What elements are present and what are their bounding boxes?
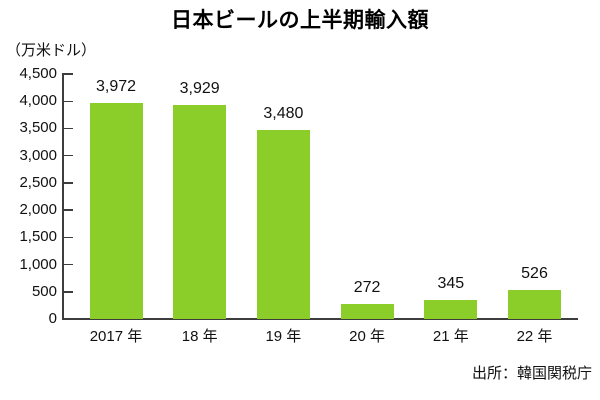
y-axis-tick	[63, 127, 73, 130]
bar	[340, 304, 394, 319]
y-axis-tick	[63, 291, 73, 293]
bar-value-label: 345	[437, 275, 465, 293]
y-axis-tick	[63, 263, 73, 266]
bar	[424, 300, 478, 319]
y-tick-label: 4,000	[19, 92, 57, 110]
y-axis-tick	[63, 154, 73, 157]
bar-value-label: 3,480	[263, 104, 304, 122]
chart-title: 日本ビールの上半期輸入額	[171, 9, 429, 32]
bar	[89, 102, 143, 319]
bar	[173, 105, 227, 319]
y-axis-tick	[63, 73, 73, 75]
y-axis-tick	[63, 209, 73, 211]
x-tick-label: 21 年	[432, 328, 469, 345]
x-axis-line	[62, 318, 578, 320]
y-tick-label: 2,000	[19, 201, 57, 219]
y-tick-label: 3,500	[19, 119, 57, 137]
bar-value-label: 3,929	[179, 80, 220, 98]
y-tick-label: 1,500	[19, 228, 57, 246]
x-tick-label: 18 年	[181, 328, 218, 345]
y-tick-label: 1,000	[19, 255, 57, 273]
x-tick-label: 19 年	[265, 328, 302, 345]
x-tick-label: 22 年	[516, 328, 553, 345]
y-tick-label: 2,500	[19, 173, 57, 191]
bar-value-label: 526	[521, 265, 548, 283]
y-axis-tick	[63, 182, 73, 184]
x-tick-label: 2017 年	[89, 328, 143, 345]
y-axis-tick	[63, 100, 73, 102]
x-tick-label: 20 年	[349, 328, 386, 345]
y-tick-label: 3,000	[19, 146, 57, 164]
bar	[256, 129, 310, 319]
y-tick-label: 0	[48, 310, 57, 327]
bar	[508, 290, 561, 319]
y-axis-tick	[63, 236, 73, 239]
bar-value-label: 3,972	[95, 77, 137, 95]
source-label: 出所：韓国関税庁	[471, 365, 592, 382]
y-tick-label: 4,500	[19, 65, 57, 82]
y-tick-label: 500	[31, 282, 57, 300]
bar-value-label: 272	[353, 279, 381, 297]
y-axis-unit-label: （万米ドル）	[6, 42, 97, 59]
y-axis-line	[62, 73, 64, 319]
